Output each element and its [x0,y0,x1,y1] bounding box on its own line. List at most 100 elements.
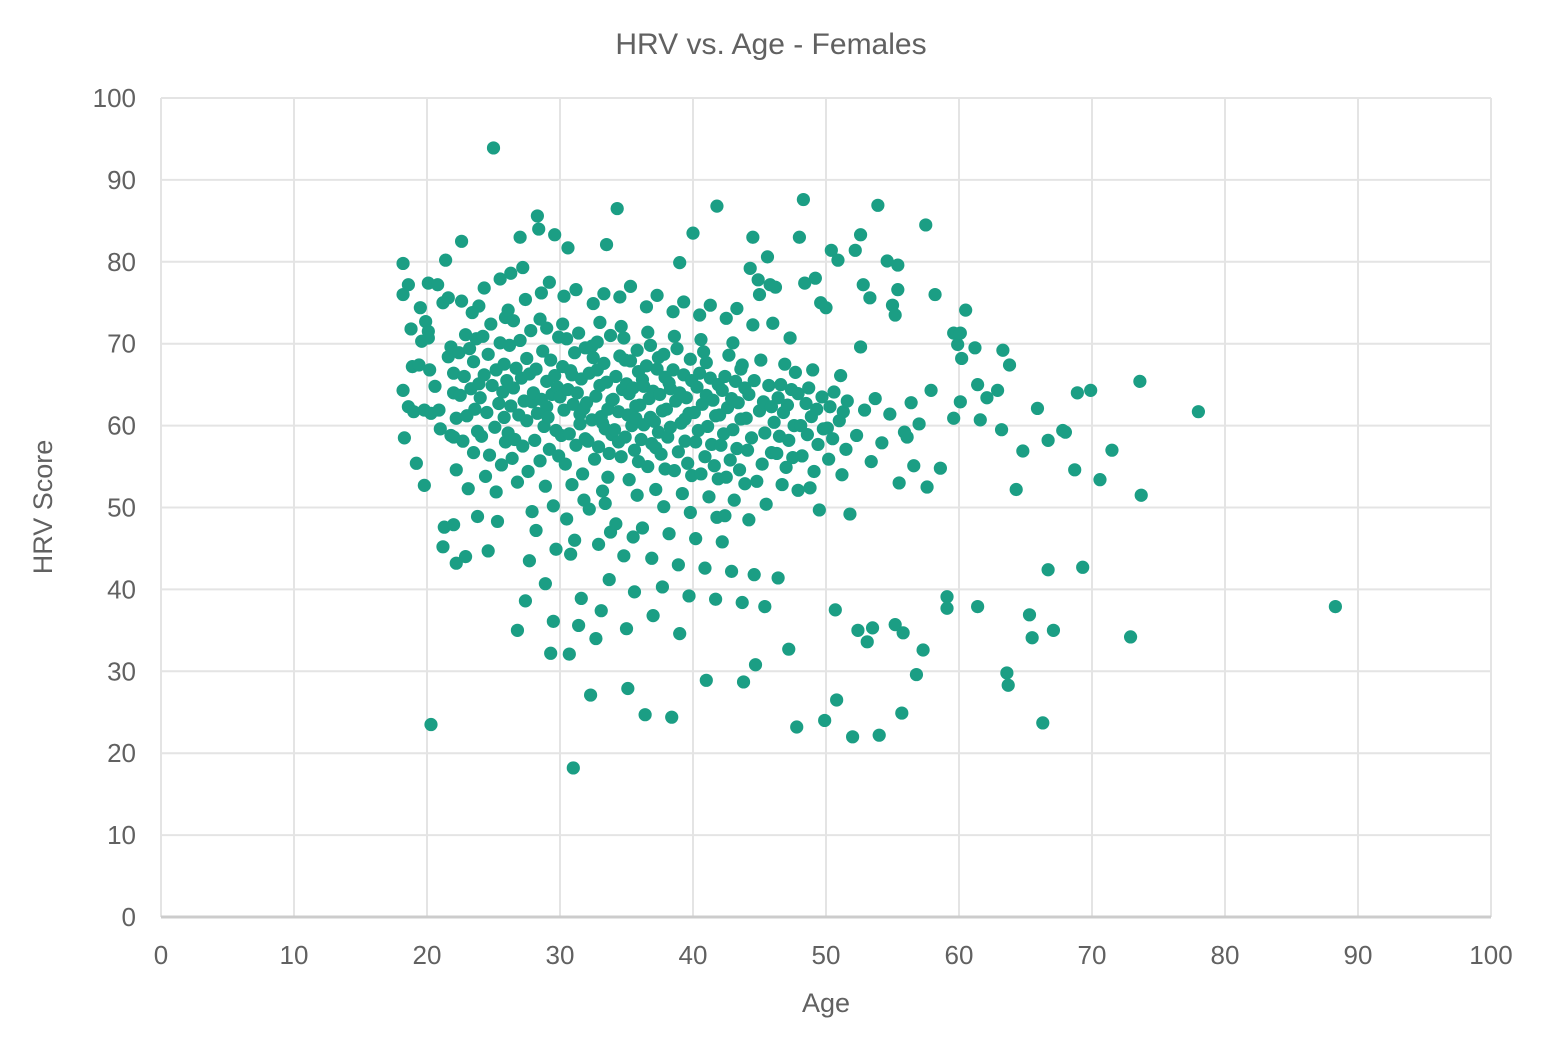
data-point [458,328,473,342]
data-point [722,348,736,362]
data-point [771,391,785,405]
data-point [544,646,558,660]
data-point [920,480,934,494]
data-point [489,485,503,499]
data-point [951,337,965,352]
data-point [968,341,982,355]
data-point [955,351,969,366]
data-point [626,530,640,544]
data-point [947,411,961,425]
x-tick-label: 100 [1469,940,1512,970]
data-point [513,333,527,348]
data-point [771,571,785,585]
data-point [417,478,431,492]
data-point [904,396,918,410]
data-point [518,594,533,608]
data-point [707,459,721,473]
data-point [470,509,485,524]
data-point [650,362,664,376]
data-point [770,446,784,461]
data-point [447,366,461,380]
data-point [538,577,552,591]
data-point [603,328,618,343]
data-point [525,504,539,519]
data-point [726,423,740,437]
x-tick-label: 60 [945,940,974,970]
data-point [468,402,482,416]
data-point [1093,473,1107,487]
data-point [609,369,623,384]
data-point [702,490,716,504]
data-point [782,642,796,656]
data-point [653,387,667,402]
data-point [806,363,820,377]
data-point [462,342,477,356]
data-point [1001,678,1015,692]
data-point [940,601,954,615]
y-tick-label: 100 [93,83,136,113]
data-point [409,456,423,470]
data-point [798,276,812,290]
data-point [774,378,788,392]
data-point [485,378,499,393]
data-point [848,243,862,257]
data-point [933,461,947,475]
data-point [746,230,760,244]
data-point [766,316,780,330]
data-point [689,435,703,449]
data-point [635,521,650,535]
tick-labels: 0 10 20 30 40 50 60 70 80 90 100 0 10 20 30 40 50 60 70 80 9… [93,83,1513,970]
data-point [401,278,415,292]
data-point [875,436,889,450]
data-point [580,396,594,410]
data-point [795,449,809,463]
data-point [477,281,491,295]
data-point [504,399,518,413]
data-point [524,323,538,338]
data-point [546,614,560,628]
data-point [843,507,857,521]
data-point [657,347,671,361]
data-point [601,470,615,484]
data-point [681,456,695,470]
data-point [454,294,469,308]
data-point [461,482,475,496]
data-point [646,609,660,623]
data-point [973,413,987,427]
data-point [683,505,697,520]
data-point [888,308,902,322]
data-point [860,635,874,649]
data-point [1030,401,1045,416]
data-point [542,275,556,289]
data-point [851,623,865,637]
data-point [432,403,446,417]
data-point [397,431,411,445]
data-point [520,414,534,428]
data-point [839,442,853,456]
data-point [747,373,761,388]
data-point [474,429,489,443]
data-point [431,278,445,292]
data-point [912,417,926,431]
data-point [730,301,744,316]
data-point [534,286,548,300]
data-point [599,238,614,252]
data-point [494,458,509,472]
data-point [453,388,467,402]
data-point [516,260,530,275]
data-point [709,592,723,606]
data-point [888,618,902,632]
data-point [726,336,740,350]
data-point [796,192,810,207]
data-point [803,481,817,495]
data-point [530,406,544,420]
data-point [849,428,864,443]
data-point [486,141,501,155]
data-point [633,398,647,412]
data-point [566,397,580,411]
data-point [634,432,648,447]
data-point [764,400,779,414]
data-point [602,572,616,587]
data-point [891,283,905,297]
data-point [824,243,838,257]
